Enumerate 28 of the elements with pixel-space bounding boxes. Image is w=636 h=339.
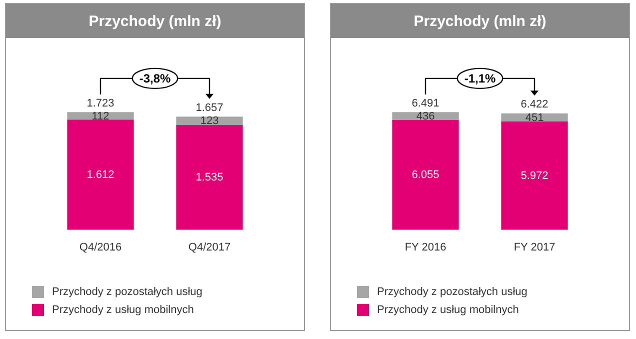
legend-label: Przychody z pozostałych usług xyxy=(377,286,528,298)
data-label: 112 xyxy=(92,110,110,122)
x-tick-label: Q4/2017 xyxy=(188,241,231,254)
bar xyxy=(67,120,134,230)
total-label: 6.422 xyxy=(520,98,548,111)
data-label: 436 xyxy=(416,110,435,122)
legend-label: Przychody z usług mobilnych xyxy=(52,304,194,316)
chart-title: Przychody (mln zł) xyxy=(331,4,629,38)
legend-label: Przychody z pozostałych usług xyxy=(52,286,202,298)
text: -1,1% xyxy=(464,72,496,86)
data-label: 5.972 xyxy=(520,170,548,182)
data-label: 451 xyxy=(525,112,544,124)
total-label: 6.491 xyxy=(412,97,440,110)
legend-label: Przychody z usług mobilnych xyxy=(377,304,519,316)
bar xyxy=(392,120,459,230)
data-label: 1.535 xyxy=(196,172,224,184)
bar xyxy=(501,121,568,230)
x-tick-label: FY 2017 xyxy=(514,241,556,254)
total-label: 1.723 xyxy=(86,97,114,110)
data-label: 123 xyxy=(200,115,219,128)
x-tick-label: FY 2016 xyxy=(404,241,446,254)
total-label: 1.657 xyxy=(196,102,224,114)
data-label: 1.612 xyxy=(86,168,114,181)
text: -3,8% xyxy=(139,72,171,86)
data-label: 6.055 xyxy=(412,169,440,182)
x-tick-label: Q4/2016 xyxy=(79,241,122,254)
bar xyxy=(176,124,243,230)
chart-title: Przychody (mln zł) xyxy=(6,4,304,38)
